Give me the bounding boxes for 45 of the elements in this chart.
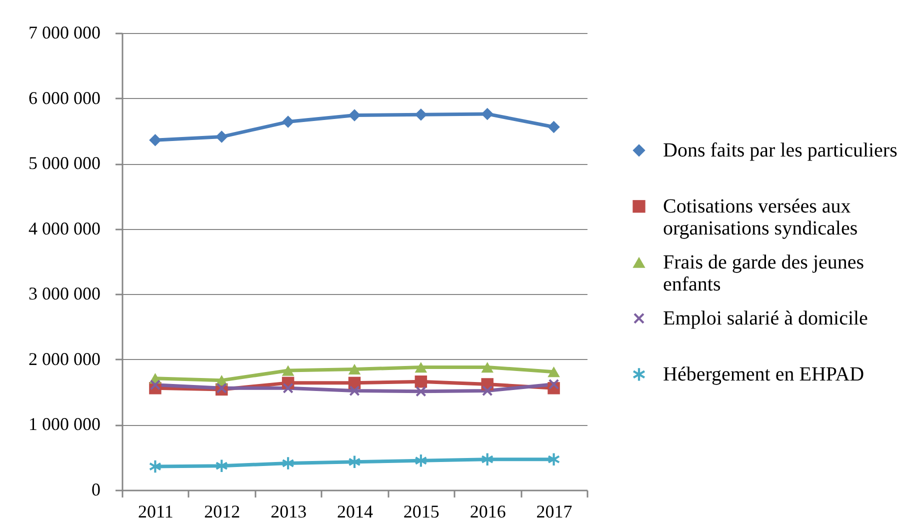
- point: [283, 383, 294, 394]
- y-tick-label: 6 000 000: [28, 88, 100, 108]
- x-tick-label: 2016: [470, 502, 506, 522]
- point: [150, 380, 160, 390]
- point: [282, 457, 294, 470]
- point: [149, 460, 162, 473]
- point: [548, 453, 560, 466]
- point: [482, 386, 492, 396]
- x-tick-label: 2017: [536, 502, 572, 522]
- legend-label: Frais de garde des jeunes enfants: [663, 251, 864, 296]
- y-tick-label: 3 000 000: [28, 284, 100, 304]
- point: [282, 116, 294, 128]
- y-tick-label: 1 000 000: [28, 414, 100, 434]
- point: [482, 453, 494, 466]
- y-tick-label: 4 000 000: [28, 218, 100, 238]
- x-tick-label: 2011: [138, 502, 174, 522]
- x-tick-label: 2013: [270, 502, 307, 522]
- point: [548, 120, 560, 134]
- point: [414, 362, 428, 373]
- y-tick-label: 7 000 000: [28, 22, 100, 42]
- point: [348, 364, 361, 375]
- point: [149, 134, 162, 146]
- legend-label: Cotisations versées aux organisations syndicales: [663, 195, 858, 240]
- point: [548, 379, 559, 390]
- y-tick-label: 2 000 000: [28, 348, 100, 369]
- x-tick-label: 2014: [337, 502, 373, 522]
- point: [216, 383, 227, 394]
- point: [548, 366, 560, 378]
- point: [282, 365, 294, 376]
- point: [349, 386, 360, 396]
- legend-label: Dons faits par les particuliers: [663, 139, 898, 162]
- x-tick-label: 2012: [204, 502, 240, 522]
- point: [216, 460, 228, 472]
- point: [414, 376, 428, 388]
- legend-label: Hébergement en EHPAD: [663, 363, 864, 386]
- point: [216, 130, 228, 143]
- point: [415, 454, 427, 467]
- point: [481, 362, 494, 373]
- y-tick-label: 0: [92, 480, 100, 500]
- point: [348, 456, 360, 468]
- point: [416, 386, 426, 396]
- point: [481, 108, 494, 120]
- x-tick-label: 2015: [403, 502, 440, 522]
- y-tick-label: 5 000 000: [28, 153, 100, 174]
- legend-label: Emploi salarié à domicile: [663, 307, 868, 330]
